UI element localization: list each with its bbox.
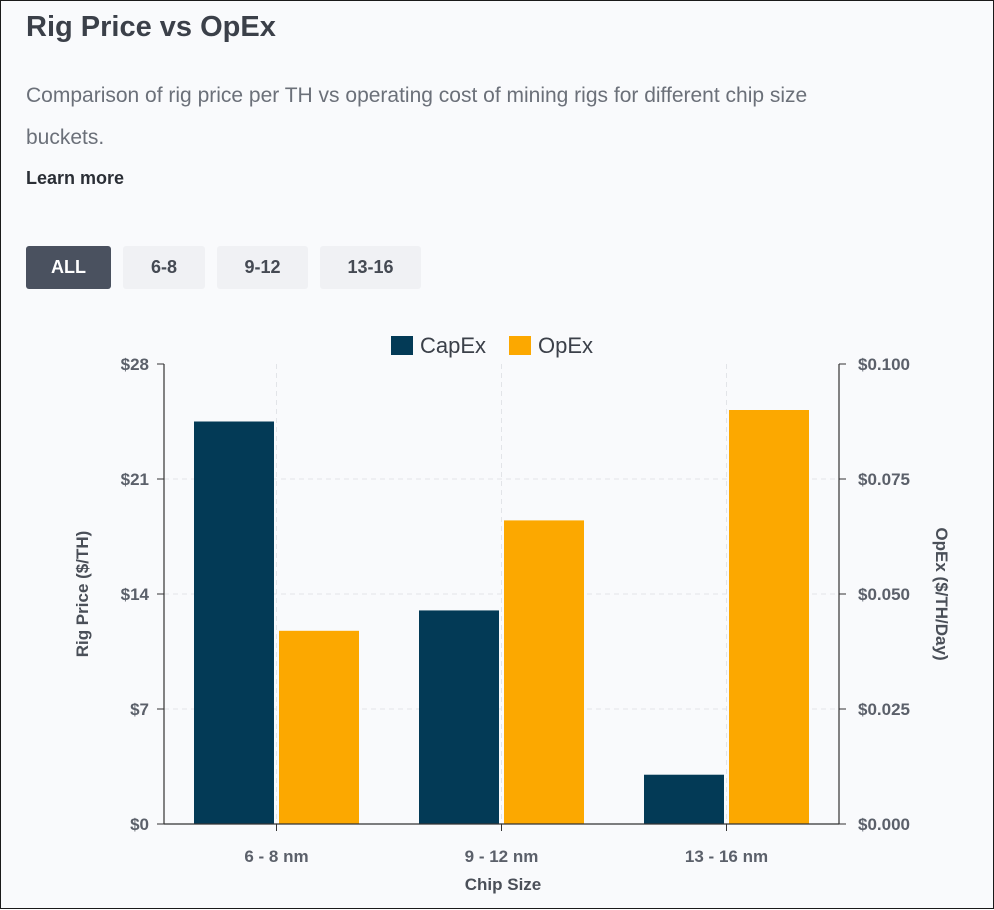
bar-capex bbox=[644, 774, 724, 824]
right-axis-tick-label: $0.050 bbox=[858, 585, 910, 604]
legend-label-capex: CapEx bbox=[420, 333, 486, 358]
chart-description: Comparison of rig price per TH vs operat… bbox=[26, 84, 808, 149]
legend-label-opex: OpEx bbox=[538, 333, 593, 358]
legend-swatch-capex bbox=[391, 336, 413, 355]
left-axis-tick-label: $0 bbox=[130, 815, 149, 834]
x-axis-title: Chip Size bbox=[465, 875, 542, 894]
left-axis-tick-label: $21 bbox=[121, 470, 149, 489]
x-axis-tick-label: 6 - 8 nm bbox=[244, 847, 308, 866]
legend-swatch-opex bbox=[509, 336, 531, 355]
x-axis-tick-label: 9 - 12 nm bbox=[465, 847, 539, 866]
bar-opex bbox=[729, 410, 809, 824]
right-axis-title: OpEx ($/TH/Day) bbox=[932, 527, 951, 660]
bars bbox=[194, 410, 809, 824]
x-axis-tick-label: 13 - 16 nm bbox=[685, 847, 768, 866]
filter-all-button[interactable]: ALL bbox=[26, 246, 111, 289]
left-axis-title: Rig Price ($/TH) bbox=[73, 531, 92, 658]
right-axis-tick-label: $0.100 bbox=[858, 355, 910, 374]
bar-capex bbox=[419, 610, 499, 824]
learn-more-link[interactable]: Learn more bbox=[26, 168, 125, 188]
bar-opex bbox=[504, 520, 584, 824]
page-title: Rig Price vs OpEx bbox=[26, 11, 276, 43]
left-axis-tick-label: $28 bbox=[121, 355, 149, 374]
right-axis-tick-label: $0.075 bbox=[858, 470, 910, 489]
filter-6-8-button[interactable]: 6-8 bbox=[123, 246, 205, 289]
left-axis-tick-label: $7 bbox=[130, 700, 149, 719]
axes: $0 $7 $14 $21 $28 $0.000 $0.025 $0.050 $0.075 $0.… bbox=[121, 355, 910, 866]
right-axis-tick-label: $0.025 bbox=[858, 700, 910, 719]
filter-13-16-button[interactable]: 13-16 bbox=[320, 246, 421, 289]
grid-lines bbox=[164, 364, 839, 824]
filter-9-12-button[interactable]: 9-12 bbox=[217, 246, 308, 289]
legend: CapEx OpEx bbox=[391, 333, 593, 358]
right-axis-tick-label: $0.000 bbox=[858, 815, 910, 834]
bar-capex bbox=[194, 421, 274, 824]
left-axis-tick-label: $14 bbox=[121, 585, 150, 604]
bar-opex bbox=[279, 630, 359, 824]
